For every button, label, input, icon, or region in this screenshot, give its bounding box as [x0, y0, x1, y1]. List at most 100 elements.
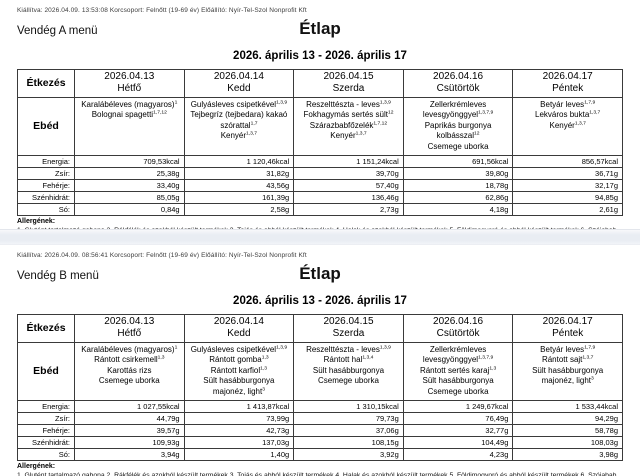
- date-range: 2026. április 13 - 2026. április 17: [233, 50, 407, 62]
- allergen-superscript: 1,7,12: [373, 121, 388, 127]
- nutrition-value: 1,40g: [183, 448, 295, 462]
- nutrition-value: 85,05g: [74, 191, 185, 205]
- day-date: 2026.04.16: [433, 316, 484, 327]
- nutrition-value: 94,29g: [512, 412, 623, 426]
- meal-item-text: Kenyér: [330, 131, 356, 141]
- meal-item-text: Paprikás burgonya kolbásszal: [424, 120, 492, 141]
- nutrition-value: 161,39g: [183, 191, 295, 205]
- meal-item-text: Betyár leves: [540, 99, 585, 109]
- nutrition-value: 1 249,67kcal: [402, 400, 514, 414]
- meal-item-text: Bolognai spagetti: [91, 110, 154, 120]
- meal-item-text: Betyár leves: [540, 344, 585, 354]
- allergen-superscript: 12: [474, 131, 480, 137]
- allergen-superscript: 1,3,7,9: [478, 110, 494, 116]
- allergen-superscript: 12: [387, 110, 394, 116]
- allergen-superscript: 1: [174, 344, 178, 350]
- menu-table-b: Étkezés 2026.04.13 Hétfő 2026.04.14 Kedd 2026…: [17, 314, 623, 462]
- day-header: 2026.04.16 Csütörtök: [402, 314, 514, 343]
- allergens-section: Allergének: 1. Glutént tartalmazó gabona…: [17, 463, 623, 476]
- nutrition-label: Szénhidrát:: [17, 191, 75, 205]
- allergen-superscript: 1,3,9: [276, 99, 288, 105]
- meal-cell: Reszelttészta - leves1,3,9 Fokhagymás ser…: [293, 96, 404, 157]
- allergen-superscript: 1,3,7,9: [478, 355, 494, 361]
- day-name: Csütörtök: [436, 82, 480, 94]
- nutrition-value: 1 533,44kcal: [512, 400, 623, 414]
- nutrition-value: 109,93g: [74, 436, 185, 450]
- meal-item-text: Fokhagymás sertés sült: [303, 110, 388, 120]
- nutrition-label: Zsír:: [17, 412, 75, 426]
- day-name: Péntek: [552, 327, 584, 339]
- meal-row-label: Ebéd: [17, 341, 75, 402]
- meal-item-text: Csemege uborka: [427, 386, 489, 396]
- nutrition-value: 62,86g: [402, 191, 514, 205]
- allergen-superscript: 1,3,9: [379, 99, 391, 105]
- page-separator: [0, 229, 640, 245]
- nutrition-value: 39,80g: [402, 167, 514, 181]
- meal-item: Rántott hal1,3,4: [297, 355, 400, 366]
- meal-item: Rántott sajt1,3,7: [516, 355, 619, 366]
- meal-item: Rántott csirkemell1,3: [78, 355, 181, 366]
- table-header-row: Étkezés 2026.04.13 Hétfő 2026.04.14 Kedd 2026…: [17, 314, 623, 343]
- nutrition-label: Szénhidrát:: [17, 436, 75, 450]
- day-date: 2026.04.14: [213, 316, 264, 327]
- meal-item: Zellerkrémleves levesgyönggyel1,3,7,9: [407, 345, 510, 366]
- date-range: 2026. április 13 - 2026. április 17: [233, 295, 407, 307]
- meal-cell: Gulyásleves csipetkével1,3,9 Rántott gomb…: [183, 341, 295, 402]
- nutrition-value: 33,40g: [74, 179, 185, 193]
- meal-item: Bolognai spagetti1,7,12: [78, 110, 181, 121]
- meal-item: Lekváros bukta1,3,7: [516, 110, 619, 121]
- allergen-superscript: 1: [174, 99, 178, 105]
- nutrition-value: 3,92g: [293, 448, 404, 462]
- meal-item-text: Csemege uborka: [427, 141, 489, 151]
- nutrition-value: 36,71g: [512, 167, 623, 181]
- nutrition-value: 32,77g: [402, 424, 514, 438]
- allergens-text: 1. Glutént tartalmazó gabona 2. Rákfélék…: [17, 226, 623, 229]
- nutrition-value: 4,18g: [402, 203, 514, 217]
- day-date: 2026.04.13: [104, 71, 155, 82]
- meal-item-text: Gulyásleves csipetkével: [190, 344, 277, 354]
- allergen-superscript: 1,3,9: [276, 344, 288, 350]
- nutrition-value: 1 310,15kcal: [293, 400, 404, 414]
- menu-name: Vendég B menü: [17, 270, 99, 282]
- meal-cell: Reszelttészta - leves1,3,9 Rántott hal1,3…: [293, 341, 404, 402]
- day-header: 2026.04.17 Péntek: [512, 314, 623, 343]
- meal-item: Betyár leves1,7,9: [516, 100, 619, 111]
- allergen-superscript: 3: [590, 376, 594, 382]
- nutrition-label: Zsír:: [17, 167, 75, 181]
- meal-item-text: Karalábéleves (magyaros): [81, 344, 175, 354]
- day-header: 2026.04.15 Szerda: [293, 314, 404, 343]
- menu-name: Vendég A menü: [17, 25, 98, 37]
- meal-item: Rántott karfiol1,3: [188, 366, 291, 377]
- meal-item-text: Sült hasábburgonya: [312, 365, 385, 375]
- day-name: Hétfő: [117, 327, 142, 339]
- nutrition-value: 4,23g: [402, 448, 514, 462]
- nutrition-label: Fehérje:: [17, 424, 75, 438]
- nutrition-row: Só: 0,84g 2,58g 2,73g 4,18g 2,61g: [17, 203, 623, 217]
- meal-item: Csemege uborka: [78, 376, 181, 387]
- allergen-superscript: 3: [262, 387, 265, 393]
- meal-item-text: majonéz, light: [212, 386, 263, 396]
- day-header: 2026.04.17 Péntek: [512, 69, 623, 98]
- day-header: 2026.04.15 Szerda: [293, 69, 404, 98]
- day-date: 2026.04.16: [433, 71, 484, 82]
- nutrition-value: 25,38g: [74, 167, 185, 181]
- nutrition-label: Energia:: [17, 400, 75, 414]
- page-menu-a: Kiállítva: 2026.04.09. 13:53:08 Korcsopo…: [0, 0, 640, 229]
- meal-item: Karottás rizs: [78, 366, 181, 377]
- nutrition-value: 57,40g: [293, 179, 404, 193]
- meal-item-text: Kenyér: [549, 120, 575, 130]
- table-header-row: Étkezés 2026.04.13 Hétfő 2026.04.14 Kedd 2026…: [17, 69, 623, 98]
- meal-cell: Betyár leves1,7,9 Rántott sajt1,3,7 Sült h…: [512, 341, 623, 402]
- meal-cell: Gulyásleves csipetkével1,3,9 Tejbegríz (t…: [183, 96, 295, 157]
- nutrition-value: 44,79g: [74, 412, 185, 426]
- nutrition-value: 1 120,46kcal: [183, 155, 295, 169]
- day-header: 2026.04.14 Kedd: [183, 69, 295, 98]
- allergen-superscript: 1,7: [250, 121, 258, 127]
- page-title: Étlap: [299, 19, 341, 38]
- meal-item-text: Rántott hal: [323, 355, 363, 365]
- meal-item: Betyár leves1,7,9: [516, 345, 619, 356]
- meal-item: Kenyér1,3,7: [516, 121, 619, 132]
- day-header: 2026.04.14 Kedd: [183, 314, 295, 343]
- nutrition-value: 43,56g: [183, 179, 295, 193]
